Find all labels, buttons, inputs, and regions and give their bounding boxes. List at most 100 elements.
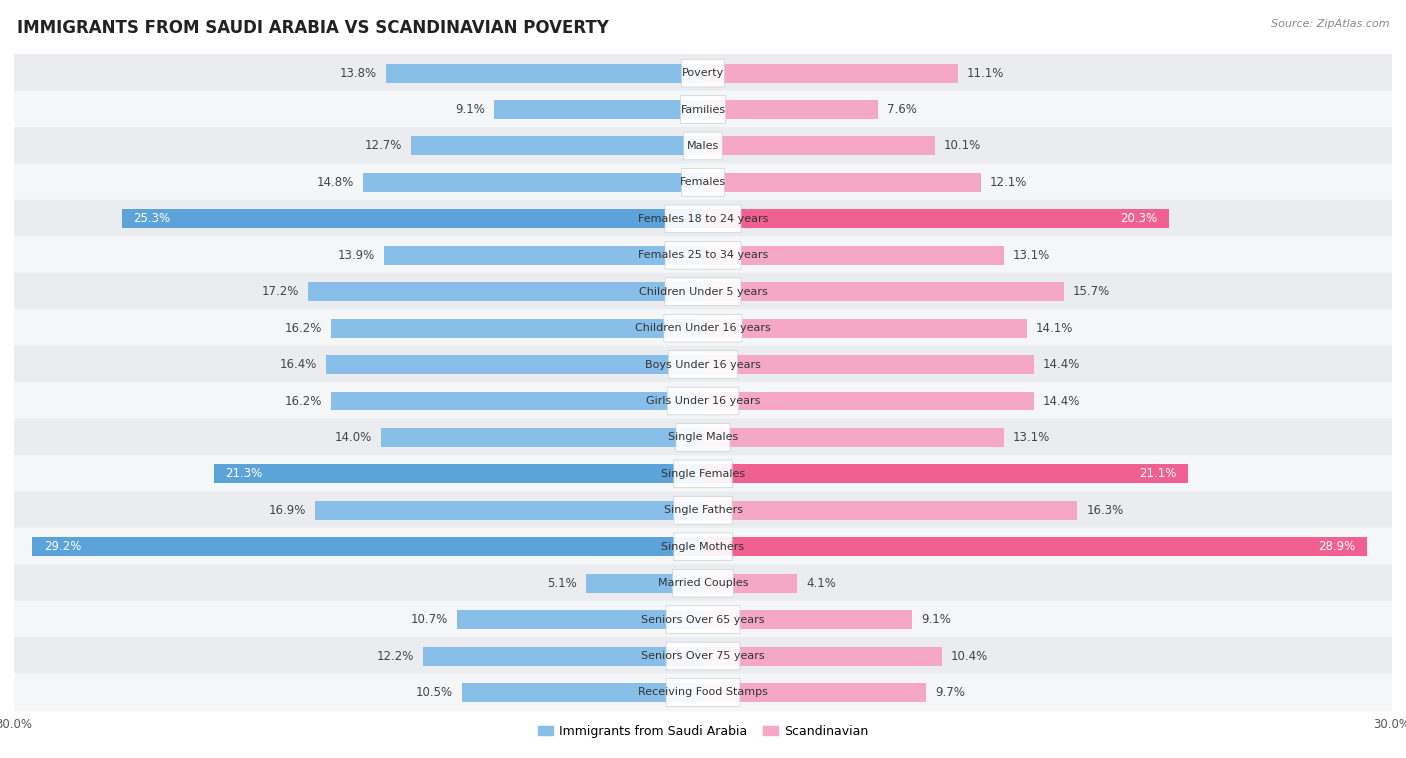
FancyBboxPatch shape: [681, 96, 725, 124]
FancyBboxPatch shape: [665, 242, 741, 269]
Text: 16.9%: 16.9%: [269, 504, 305, 517]
Text: Children Under 5 years: Children Under 5 years: [638, 287, 768, 296]
Text: Females 18 to 24 years: Females 18 to 24 years: [638, 214, 768, 224]
Text: Receiving Food Stamps: Receiving Food Stamps: [638, 688, 768, 697]
Bar: [494, 100, 703, 119]
Bar: [214, 465, 703, 484]
FancyBboxPatch shape: [682, 168, 724, 196]
FancyBboxPatch shape: [666, 678, 740, 706]
Bar: [330, 318, 703, 337]
Bar: [703, 428, 1004, 447]
Text: 16.2%: 16.2%: [284, 394, 322, 408]
FancyBboxPatch shape: [14, 346, 1392, 384]
Bar: [308, 282, 703, 301]
Bar: [461, 683, 703, 702]
FancyBboxPatch shape: [14, 91, 1392, 128]
FancyBboxPatch shape: [14, 418, 1392, 456]
Text: 13.1%: 13.1%: [1012, 249, 1050, 262]
Text: Girls Under 16 years: Girls Under 16 years: [645, 396, 761, 406]
FancyBboxPatch shape: [664, 315, 742, 342]
FancyBboxPatch shape: [673, 460, 733, 487]
FancyBboxPatch shape: [668, 387, 738, 415]
Bar: [703, 647, 942, 666]
FancyBboxPatch shape: [14, 200, 1392, 238]
Bar: [122, 209, 703, 228]
Text: 16.2%: 16.2%: [284, 321, 322, 334]
FancyBboxPatch shape: [672, 569, 734, 597]
Bar: [703, 574, 797, 593]
FancyBboxPatch shape: [14, 127, 1392, 165]
Text: 13.9%: 13.9%: [337, 249, 374, 262]
FancyBboxPatch shape: [14, 600, 1392, 638]
Text: 14.4%: 14.4%: [1043, 394, 1080, 408]
Text: 21.3%: 21.3%: [225, 468, 263, 481]
FancyBboxPatch shape: [665, 278, 741, 305]
FancyBboxPatch shape: [14, 309, 1392, 347]
Bar: [412, 136, 703, 155]
Text: Females 25 to 34 years: Females 25 to 34 years: [638, 250, 768, 260]
Bar: [703, 683, 925, 702]
Text: Females: Females: [681, 177, 725, 187]
Bar: [326, 355, 703, 374]
Text: 12.1%: 12.1%: [990, 176, 1028, 189]
FancyBboxPatch shape: [14, 164, 1392, 202]
FancyBboxPatch shape: [673, 533, 733, 561]
Bar: [703, 355, 1033, 374]
FancyBboxPatch shape: [14, 528, 1392, 565]
Bar: [703, 64, 957, 83]
Text: 11.1%: 11.1%: [967, 67, 1004, 80]
Text: 12.7%: 12.7%: [364, 139, 402, 152]
Text: 15.7%: 15.7%: [1073, 285, 1109, 298]
Text: 10.1%: 10.1%: [945, 139, 981, 152]
Bar: [703, 246, 1004, 265]
Bar: [381, 428, 703, 447]
Text: 28.9%: 28.9%: [1317, 540, 1355, 553]
Text: 14.8%: 14.8%: [316, 176, 354, 189]
Text: Boys Under 16 years: Boys Under 16 years: [645, 359, 761, 370]
FancyBboxPatch shape: [682, 59, 724, 87]
Bar: [703, 136, 935, 155]
FancyBboxPatch shape: [666, 606, 740, 634]
FancyBboxPatch shape: [14, 637, 1392, 675]
Text: 14.4%: 14.4%: [1043, 358, 1080, 371]
Text: 10.5%: 10.5%: [416, 686, 453, 699]
Text: 14.0%: 14.0%: [335, 431, 373, 444]
Text: Males: Males: [688, 141, 718, 151]
Bar: [703, 465, 1188, 484]
FancyBboxPatch shape: [666, 642, 740, 670]
Text: IMMIGRANTS FROM SAUDI ARABIA VS SCANDINAVIAN POVERTY: IMMIGRANTS FROM SAUDI ARABIA VS SCANDINA…: [17, 19, 609, 37]
FancyBboxPatch shape: [14, 491, 1392, 529]
Bar: [703, 537, 1367, 556]
Bar: [703, 173, 981, 192]
Text: Single Males: Single Males: [668, 433, 738, 443]
Text: 16.4%: 16.4%: [280, 358, 318, 371]
Text: Single Mothers: Single Mothers: [661, 542, 745, 552]
Text: Poverty: Poverty: [682, 68, 724, 78]
Text: 16.3%: 16.3%: [1087, 504, 1123, 517]
Bar: [703, 610, 912, 629]
Bar: [32, 537, 703, 556]
Text: 10.4%: 10.4%: [950, 650, 988, 662]
Text: Married Couples: Married Couples: [658, 578, 748, 588]
Text: 5.1%: 5.1%: [547, 577, 576, 590]
Text: 17.2%: 17.2%: [262, 285, 299, 298]
FancyBboxPatch shape: [14, 54, 1392, 92]
Text: 20.3%: 20.3%: [1121, 212, 1157, 225]
FancyBboxPatch shape: [676, 424, 730, 451]
Text: 12.2%: 12.2%: [377, 650, 413, 662]
Bar: [330, 392, 703, 411]
Text: 21.1%: 21.1%: [1139, 468, 1175, 481]
FancyBboxPatch shape: [14, 674, 1392, 712]
FancyBboxPatch shape: [665, 205, 741, 233]
Legend: Immigrants from Saudi Arabia, Scandinavian: Immigrants from Saudi Arabia, Scandinavi…: [533, 719, 873, 743]
Bar: [703, 282, 1063, 301]
Bar: [457, 610, 703, 629]
Bar: [423, 647, 703, 666]
Bar: [586, 574, 703, 593]
Text: 14.1%: 14.1%: [1036, 321, 1073, 334]
Text: Families: Families: [681, 105, 725, 114]
Bar: [315, 501, 703, 520]
FancyBboxPatch shape: [14, 564, 1392, 602]
Text: 9.1%: 9.1%: [921, 613, 950, 626]
Text: 4.1%: 4.1%: [807, 577, 837, 590]
